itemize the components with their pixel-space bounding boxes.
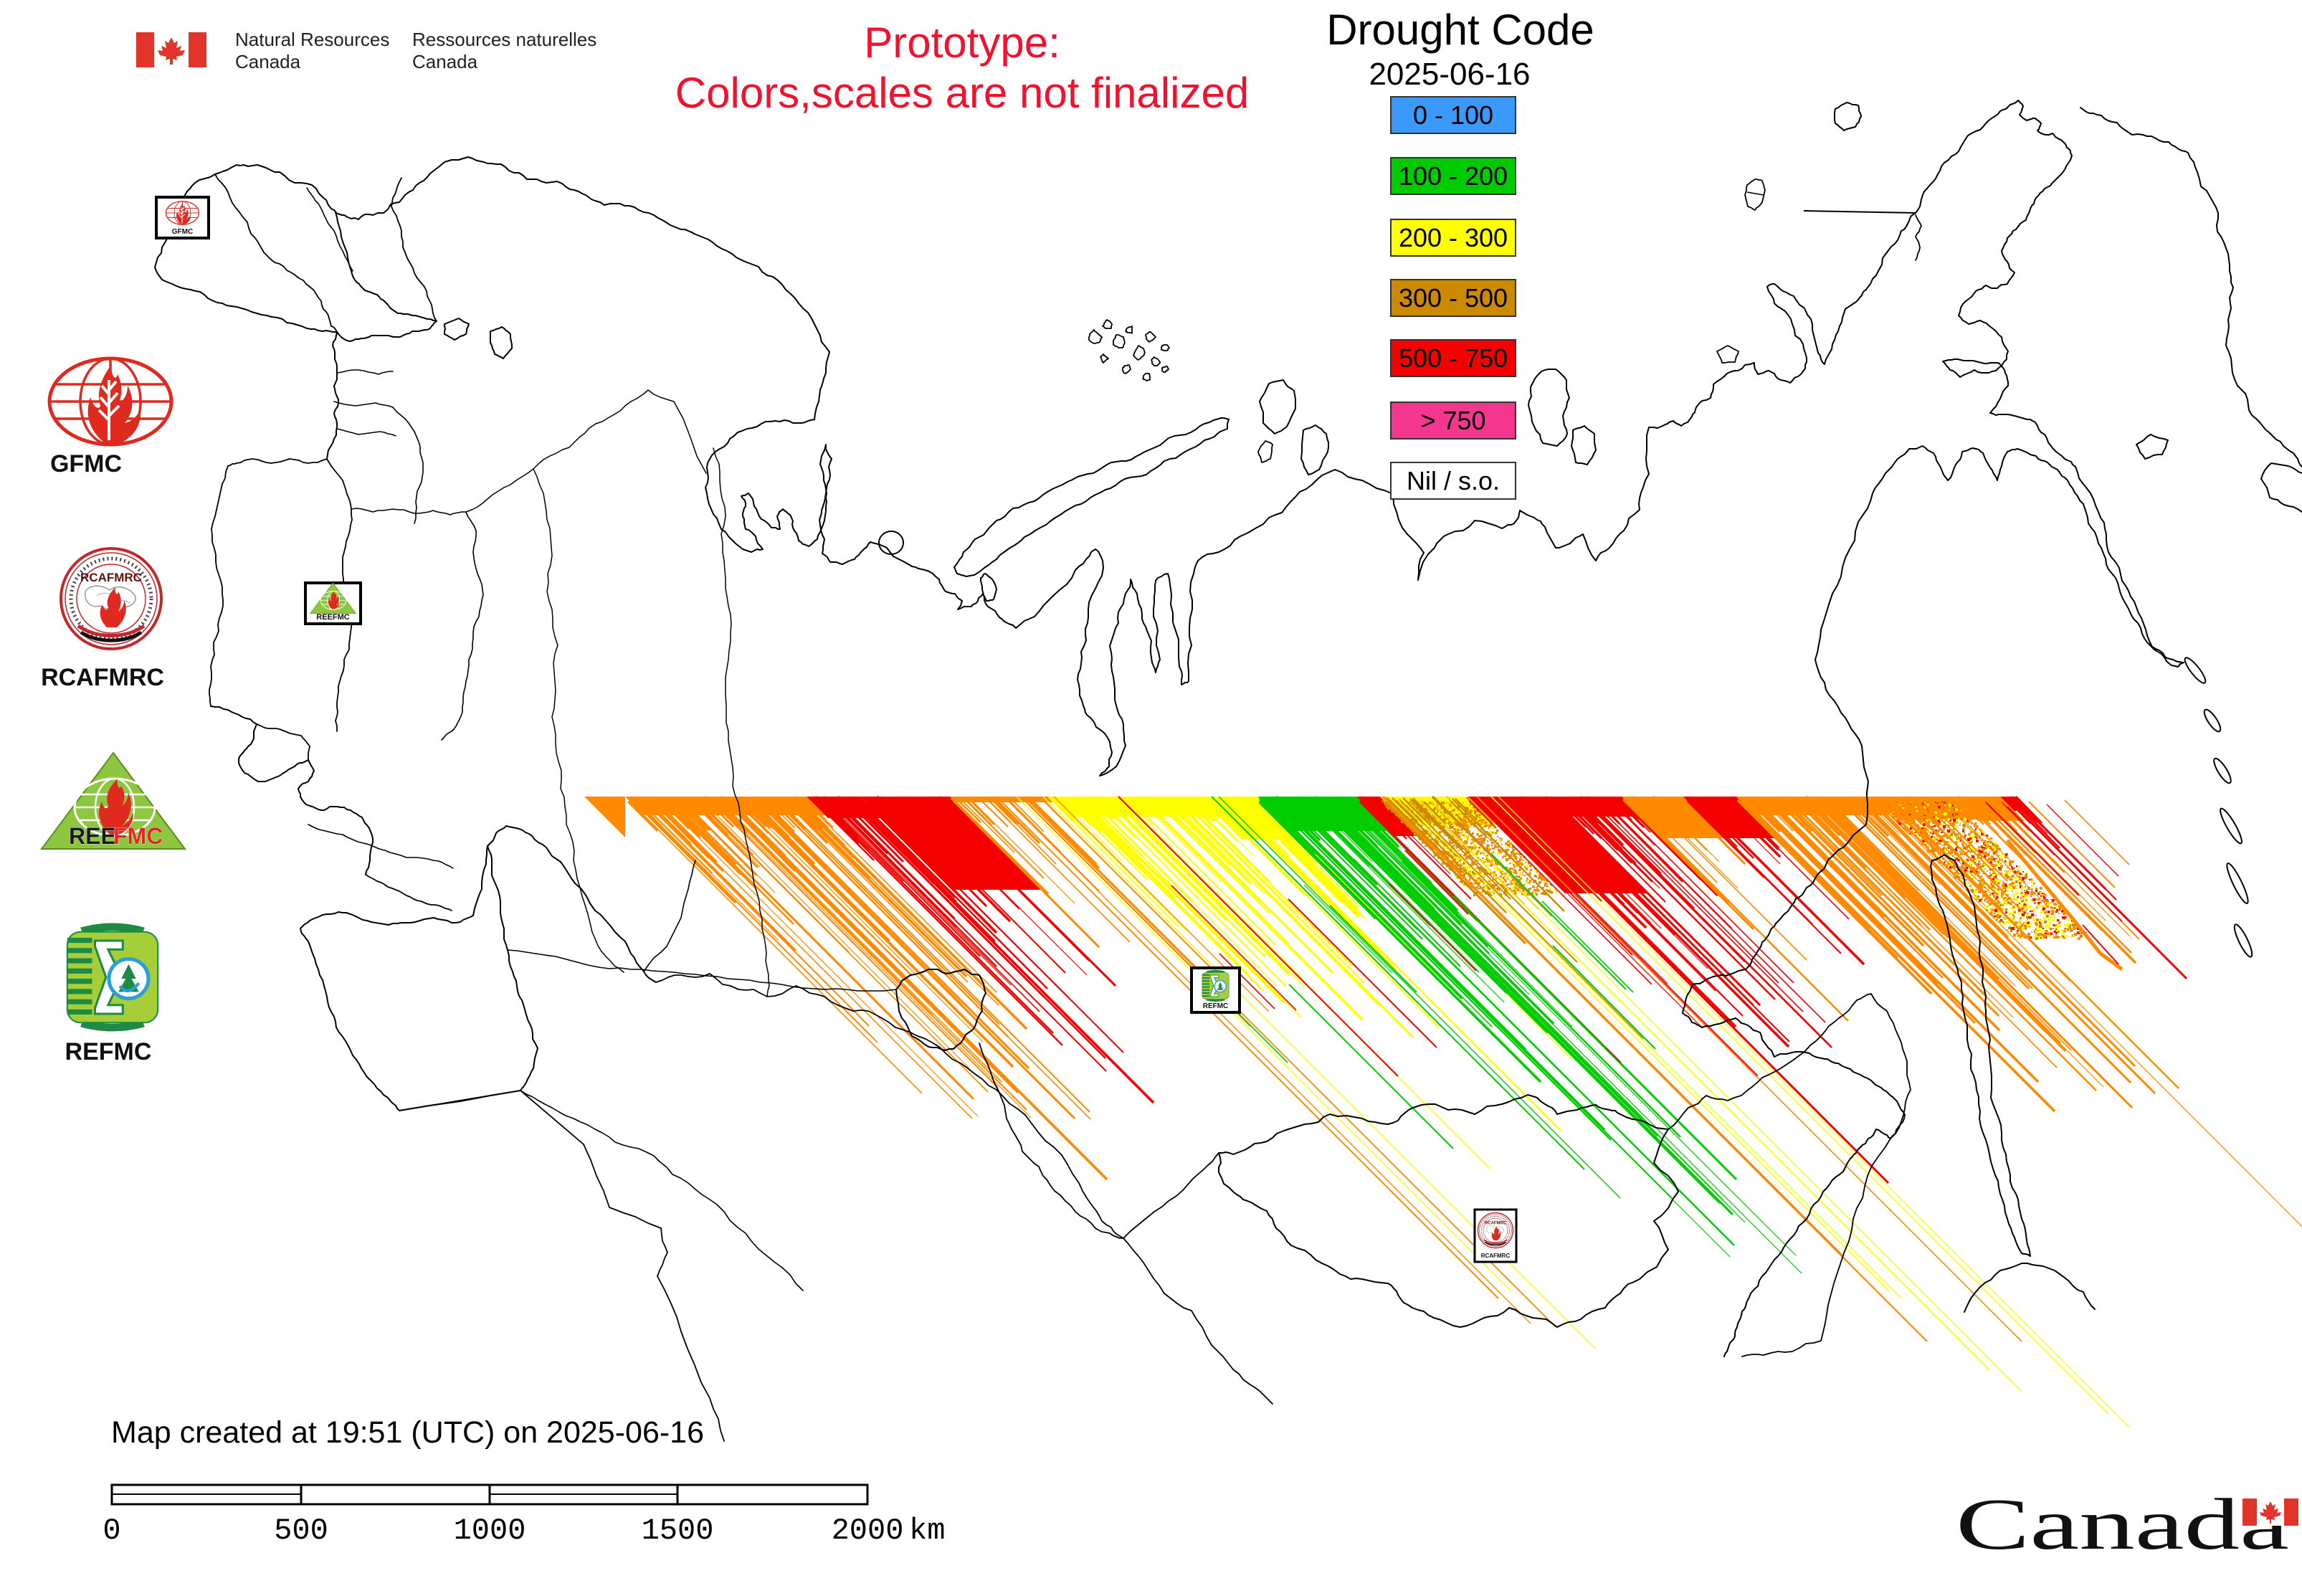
svg-text:RCAFMRC: RCAFMRC — [41, 664, 164, 691]
svg-text:Map created at 19:51 (UTC) on: Map created at 19:51 (UTC) on 2025-06-16 — [111, 1415, 704, 1450]
svg-text:RCAFMRC: RCAFMRC — [80, 571, 142, 584]
svg-text:200 - 300: 200 - 300 — [1399, 223, 1508, 252]
svg-text:GFMC: GFMC — [50, 450, 122, 478]
svg-text:300 - 500: 300 - 500 — [1399, 283, 1508, 313]
svg-text:0 - 100: 0 - 100 — [1413, 100, 1493, 130]
svg-text:RCAFMRC: RCAFMRC — [1485, 1222, 1507, 1226]
svg-text:Ressources naturelles: Ressources naturelles — [412, 29, 596, 50]
svg-text:> 750: > 750 — [1420, 406, 1485, 435]
svg-text:1500: 1500 — [642, 1514, 714, 1548]
svg-text:Canada: Canada — [1956, 1484, 2289, 1565]
svg-text:FMC: FMC — [113, 823, 163, 849]
svg-text:100 - 200: 100 - 200 — [1399, 161, 1508, 191]
svg-text:2025-06-16: 2025-06-16 — [1369, 57, 1530, 92]
svg-text:km: km — [909, 1514, 945, 1548]
svg-text:GFMC: GFMC — [172, 228, 193, 236]
svg-text:500 - 750: 500 - 750 — [1399, 343, 1508, 373]
svg-text:Colors,scales are not finalize: Colors,scales are not finalized — [675, 69, 1249, 117]
svg-text:Natural Resources: Natural Resources — [235, 29, 389, 50]
svg-text:1000: 1000 — [454, 1514, 526, 1548]
svg-text:RCAFMRC: RCAFMRC — [1481, 1253, 1511, 1259]
svg-text:REFMC: REFMC — [65, 1038, 152, 1065]
svg-text:0: 0 — [103, 1514, 120, 1548]
svg-text:REEFMC: REEFMC — [316, 613, 350, 622]
svg-text:500: 500 — [274, 1514, 328, 1548]
svg-text:Canada: Canada — [412, 51, 478, 72]
svg-text:2000: 2000 — [832, 1514, 904, 1548]
svg-text:Prototype:: Prototype: — [864, 19, 1060, 67]
svg-text:Drought Code: Drought Code — [1326, 6, 1594, 54]
svg-text:REFMC: REFMC — [1203, 1002, 1229, 1010]
svg-text:Nil / s.o.: Nil / s.o. — [1407, 466, 1500, 495]
svg-text:REE: REE — [69, 823, 116, 849]
svg-text:Canada: Canada — [235, 51, 301, 72]
